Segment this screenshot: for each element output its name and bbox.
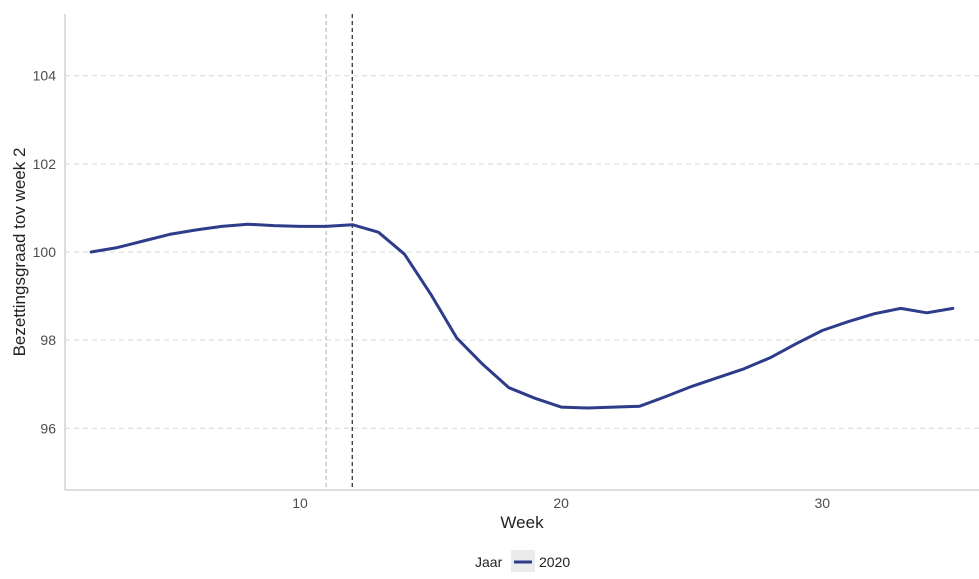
y-tick-label-96: 96 (40, 420, 56, 436)
axes (64, 14, 979, 491)
legend-title: Jaar (475, 554, 503, 570)
tick-labels: 10 20 30 96 98 100 102 104 (33, 68, 831, 511)
reference-lines (325, 14, 353, 490)
x-tick-label-30: 30 (815, 495, 831, 511)
x-tick-label-20: 20 (553, 495, 569, 511)
series-layer (89, 222, 955, 410)
y-tick-label-100: 100 (33, 244, 57, 260)
y-tick-label-104: 104 (33, 68, 57, 84)
x-tick-label-10: 10 (292, 495, 308, 511)
legend-label-2020: 2020 (539, 554, 570, 570)
grid-layer (65, 75, 979, 429)
y-tick-label-102: 102 (33, 156, 57, 172)
x-axis-title: Week (500, 513, 544, 532)
y-axis-title: Bezettingsgraad tov week 2 (10, 148, 29, 357)
legend: Jaar 2020 (475, 550, 570, 572)
series-line-2020 (89, 222, 955, 410)
y-tick-label-98: 98 (40, 332, 56, 348)
